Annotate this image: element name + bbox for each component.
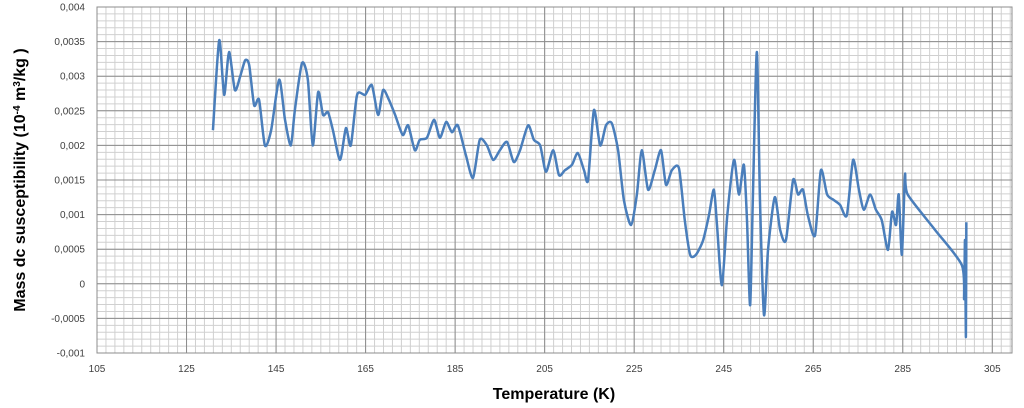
x-tick-label: 145	[268, 364, 285, 375]
x-tick-label: 285	[894, 364, 911, 375]
superscript: 3	[12, 81, 23, 87]
x-tick-label: 305	[984, 364, 1001, 375]
y-tick-label: 0	[79, 279, 85, 290]
y-tick-label: 0,0005	[54, 245, 85, 256]
x-tick-label: 165	[357, 364, 374, 375]
x-tick-label: 105	[89, 364, 106, 375]
y-tick-label: 0,004	[60, 3, 85, 14]
label-part: Mass dc susceptibility (10	[12, 114, 29, 312]
label-part: /kg )	[12, 48, 29, 81]
data-line	[211, 38, 968, 339]
y-axis-title-text: Mass dc susceptibility (10-4 m3/kg )	[12, 48, 30, 311]
label-part: m	[12, 87, 29, 106]
x-tick-label: 225	[626, 364, 643, 375]
x-tick-label: 125	[178, 364, 195, 375]
plot-border	[96, 6, 1013, 354]
y-tick-label: 0,002	[60, 141, 85, 152]
x-tick-label: 185	[447, 364, 464, 375]
superscript: -4	[12, 105, 23, 114]
y-tick-label: 0,0015	[54, 176, 85, 187]
y-tick-label: 0,001	[60, 210, 85, 221]
y-tick-label: 0,003	[60, 72, 85, 83]
x-tick-label: 245	[715, 364, 732, 375]
y-tick-label: -0,001	[57, 349, 86, 360]
x-axis-title: Temperature (K)	[493, 386, 615, 403]
x-tick-label: 205	[536, 364, 553, 375]
y-tick-label: 0,0035	[54, 37, 85, 48]
y-axis-title: Mass dc susceptibility (10-4 m3/kg )	[12, 48, 30, 311]
x-tick-label: 265	[805, 364, 822, 375]
y-tick-label: -0,0005	[51, 314, 85, 325]
y-tick-label: 0,0025	[54, 106, 85, 117]
